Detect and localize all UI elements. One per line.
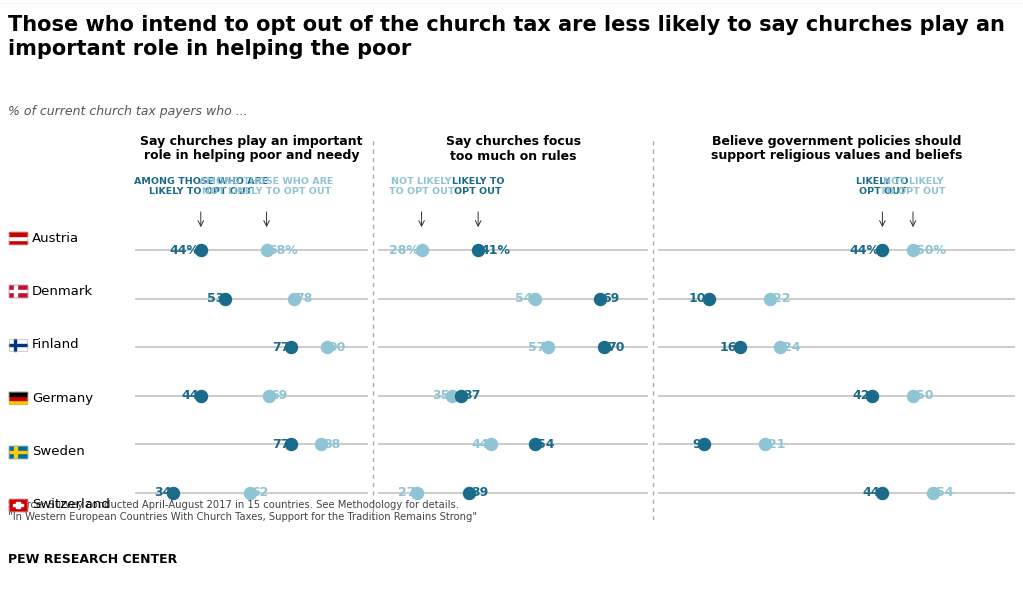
Text: 44: 44 [472,438,489,451]
Text: Those who intend to opt out of the church tax are less likely to say churches pl: Those who intend to opt out of the churc… [8,15,1005,59]
Text: LIKELY TO
OPT OUT: LIKELY TO OPT OUT [856,177,908,196]
Text: AMONG THOSE WHO ARE
NOT LIKELY TO OPT OUT: AMONG THOSE WHO ARE NOT LIKELY TO OPT OU… [199,177,333,196]
Text: 69: 69 [603,293,620,305]
Point [864,391,881,401]
Text: 21: 21 [767,438,785,451]
Text: 28%: 28% [390,244,419,257]
Text: Source: Survey conducted April-August 2017 in 15 countries. See Methodology for : Source: Survey conducted April-August 20… [8,500,477,522]
Text: AMONG THOSE WHO ARE
LIKELY TO OPT OUT: AMONG THOSE WHO ARE LIKELY TO OPT OUT [134,177,268,196]
Text: 10: 10 [688,293,707,305]
Point [444,391,460,401]
Text: 44: 44 [862,486,880,499]
Text: Say churches focus
too much on rules: Say churches focus too much on rules [445,134,580,162]
Text: Denmark: Denmark [32,285,93,298]
Text: 54: 54 [537,438,554,451]
Point [696,439,712,449]
Point [313,439,329,449]
Text: 24: 24 [783,341,800,354]
Text: 34: 34 [154,486,172,499]
Text: 35: 35 [433,389,450,402]
Text: 57: 57 [528,341,545,354]
Text: Believe government policies should
support religious values and beliefs: Believe government policies should suppo… [711,134,963,162]
Point [283,439,300,449]
Point [413,245,430,255]
Text: 39: 39 [472,486,489,499]
Point [540,343,557,352]
Text: LIKELY TO
OPT OUT: LIKELY TO OPT OUT [452,177,504,196]
Point [319,343,336,352]
Point [409,488,426,497]
Text: 50: 50 [916,389,933,402]
Point [261,391,277,401]
Text: 44%: 44% [170,244,199,257]
Text: Say churches play an important
role in helping poor and needy: Say churches play an important role in h… [140,134,363,162]
Text: 62: 62 [252,486,269,499]
Point [192,391,209,401]
Point [470,245,486,255]
Point [592,294,609,303]
Text: 54: 54 [936,486,953,499]
Point [731,343,748,352]
Text: 37: 37 [463,389,480,402]
Text: 42: 42 [852,389,870,402]
Point [483,439,499,449]
Point [165,488,181,497]
Point [283,343,300,352]
Text: 16: 16 [719,341,737,354]
Point [875,245,891,255]
Point [757,439,773,449]
Text: 9: 9 [693,438,702,451]
Text: 54: 54 [516,293,533,305]
Point [527,294,543,303]
Point [596,343,613,352]
Text: 88: 88 [323,438,340,451]
Point [461,488,478,497]
Point [875,488,891,497]
Text: 50%: 50% [916,244,945,257]
Point [772,343,789,352]
Point [217,294,233,303]
Point [192,245,209,255]
Text: Sweden: Sweden [32,445,85,458]
Point [904,245,921,255]
Text: 68%: 68% [268,244,298,257]
Text: PEW RESEARCH CENTER: PEW RESEARCH CENTER [8,553,177,566]
Text: % of current church tax payers who ...: % of current church tax payers who ... [8,105,248,118]
Point [925,488,941,497]
Text: Germany: Germany [32,392,93,405]
Text: 77: 77 [272,341,290,354]
Text: 44: 44 [182,389,199,402]
Point [701,294,717,303]
Point [904,391,921,401]
Point [527,439,543,449]
Point [259,245,275,255]
Text: 90: 90 [328,341,346,354]
Point [762,294,779,303]
Text: 53: 53 [207,293,224,305]
Text: NOT LIKELY
TO OPT OUT: NOT LIKELY TO OPT OUT [389,177,454,196]
Text: 77: 77 [272,438,290,451]
Text: 70: 70 [607,341,624,354]
Text: 78: 78 [296,293,313,305]
Point [452,391,469,401]
Text: Finland: Finland [32,338,80,351]
Text: NOT LIKELY
TO OPT OUT: NOT LIKELY TO OPT OUT [880,177,945,196]
Point [242,488,259,497]
Text: 69: 69 [271,389,287,402]
Text: 44%: 44% [850,244,880,257]
Text: Austria: Austria [32,232,79,245]
Text: Switzerland: Switzerland [32,498,109,512]
Text: 22: 22 [772,293,790,305]
Text: 27: 27 [398,486,415,499]
Text: 41%: 41% [481,244,510,257]
Point [285,294,302,303]
